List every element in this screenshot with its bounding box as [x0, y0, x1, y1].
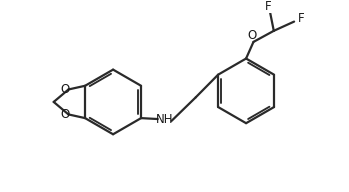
Text: O: O — [247, 29, 256, 42]
Text: F: F — [298, 12, 305, 25]
Text: F: F — [265, 0, 272, 13]
Text: NH: NH — [155, 113, 173, 127]
Text: O: O — [60, 83, 69, 96]
Text: O: O — [60, 108, 69, 121]
